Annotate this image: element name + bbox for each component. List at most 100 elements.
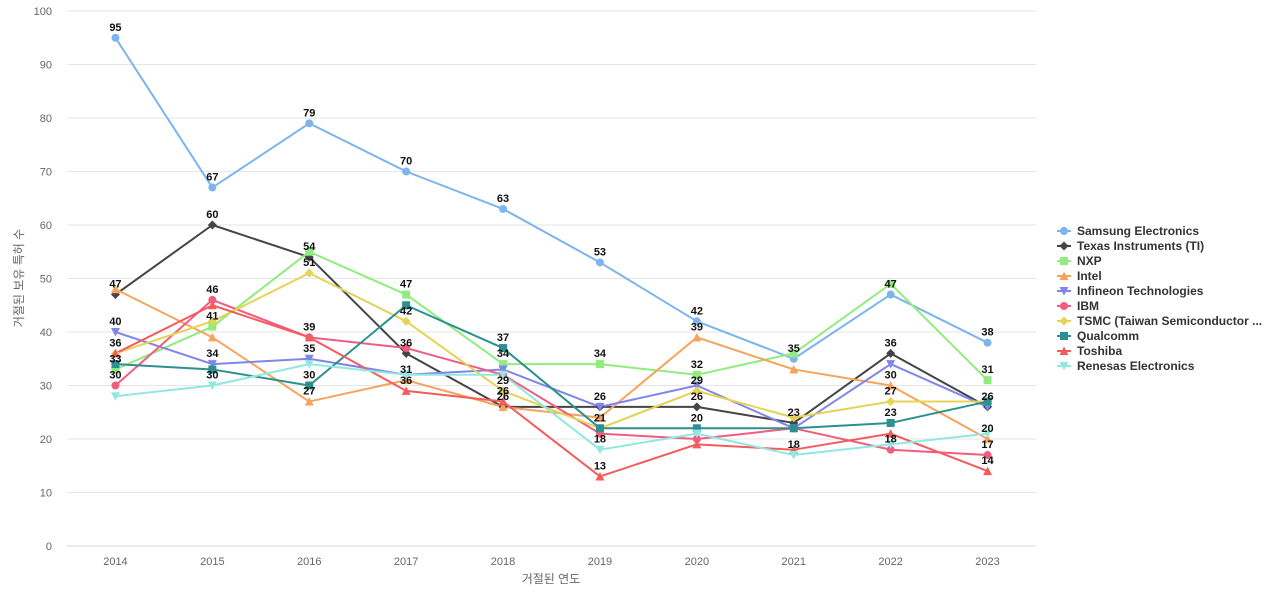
legend-label: Renesas Electronics bbox=[1077, 359, 1195, 373]
data-label: 26 bbox=[594, 391, 606, 403]
data-label: 35 bbox=[303, 343, 315, 355]
legend-item[interactable]: Infineon Technologies bbox=[1057, 284, 1204, 298]
legend-label: Samsung Electronics bbox=[1077, 224, 1199, 238]
data-label: 60 bbox=[206, 209, 218, 221]
data-point bbox=[886, 290, 895, 299]
data-label: 38 bbox=[981, 327, 993, 339]
data-label: 70 bbox=[400, 156, 412, 168]
data-label: 63 bbox=[497, 193, 509, 205]
data-label: 53 bbox=[594, 246, 606, 258]
y-tick-label: 50 bbox=[40, 274, 52, 286]
legend-symbol bbox=[1059, 346, 1069, 355]
data-point bbox=[595, 424, 604, 433]
data-label: 36 bbox=[400, 375, 412, 387]
data-label: 51 bbox=[303, 257, 315, 269]
data-point bbox=[304, 268, 314, 278]
data-point bbox=[111, 381, 120, 390]
data-label: 18 bbox=[885, 434, 897, 446]
x-axis-ticks: 2014 2015 2016 2017 2018 2019 2020 2021 2022 2023 bbox=[103, 556, 1000, 568]
data-point bbox=[983, 338, 992, 347]
data-label: 46 bbox=[206, 284, 218, 296]
legend-item[interactable]: Renesas Electronics bbox=[1057, 359, 1195, 373]
data-label: 34 bbox=[497, 348, 510, 360]
y-tick-label: 80 bbox=[40, 113, 52, 125]
data-point bbox=[402, 344, 411, 353]
data-point bbox=[207, 300, 217, 310]
data-label: 30 bbox=[109, 370, 121, 382]
data-point bbox=[789, 413, 799, 423]
x-tick-label: 2017 bbox=[394, 556, 418, 568]
x-tick-label: 2020 bbox=[685, 556, 709, 568]
data-point bbox=[983, 451, 992, 460]
data-point bbox=[401, 370, 411, 380]
data-point bbox=[692, 429, 702, 439]
series-line bbox=[114, 224, 989, 424]
y-tick-label: 60 bbox=[40, 220, 52, 232]
legend-item[interactable]: NXP bbox=[1057, 254, 1102, 268]
data-label: 47 bbox=[109, 279, 121, 291]
data-point bbox=[886, 418, 895, 427]
legend-item[interactable]: TSMC (Taiwan Semiconductor ... bbox=[1057, 314, 1262, 328]
data-point bbox=[789, 364, 799, 374]
data-label: 30 bbox=[885, 370, 897, 382]
legend-label: Texas Instruments (TI) bbox=[1077, 239, 1204, 253]
data-label: 79 bbox=[303, 107, 315, 119]
data-point bbox=[207, 220, 217, 230]
gridlines bbox=[67, 10, 1036, 493]
legend-item[interactable]: Texas Instruments (TI) bbox=[1057, 239, 1204, 253]
x-tick-label: 2019 bbox=[588, 556, 612, 568]
data-point bbox=[886, 397, 896, 407]
data-point bbox=[789, 349, 798, 358]
legend-symbol bbox=[1059, 287, 1069, 296]
data-point bbox=[499, 360, 508, 369]
data-label: 26 bbox=[497, 386, 509, 398]
data-label: 47 bbox=[400, 279, 412, 291]
data-point bbox=[304, 360, 314, 369]
data-label: 29 bbox=[497, 375, 509, 387]
data-point bbox=[886, 440, 896, 449]
data-point bbox=[207, 381, 217, 390]
data-point bbox=[595, 360, 604, 369]
y-axis-title: 거절된 보유 특허 수 bbox=[12, 229, 26, 327]
x-tick-label: 2021 bbox=[782, 556, 806, 568]
data-point bbox=[207, 316, 217, 326]
data-label: 54 bbox=[303, 241, 316, 253]
data-point bbox=[110, 328, 120, 337]
data-point bbox=[401, 375, 411, 385]
series-line bbox=[115, 272, 988, 430]
data-point bbox=[692, 332, 702, 342]
data-label: 31 bbox=[400, 364, 412, 376]
data-label: 18 bbox=[594, 434, 606, 446]
data-point bbox=[498, 402, 508, 411]
data-point bbox=[110, 348, 120, 358]
data-label: 26 bbox=[981, 391, 993, 403]
legend-item[interactable]: IBM bbox=[1057, 299, 1099, 313]
legend-symbol bbox=[1059, 316, 1069, 326]
y-tick-label: 30 bbox=[40, 381, 52, 393]
data-point bbox=[692, 381, 702, 390]
legend-item[interactable]: Toshiba bbox=[1057, 344, 1122, 358]
data-point bbox=[692, 317, 701, 326]
x-tick-label: 2023 bbox=[975, 556, 999, 568]
data-point bbox=[207, 332, 217, 342]
series-line bbox=[115, 250, 989, 381]
legend-symbol bbox=[1060, 302, 1068, 310]
data-label: 39 bbox=[691, 321, 703, 333]
legend-item[interactable]: Qualcomm bbox=[1057, 329, 1139, 343]
x-tick-label: 2014 bbox=[103, 556, 127, 568]
data-point bbox=[402, 301, 411, 310]
series-line bbox=[114, 37, 988, 360]
data-label: 30 bbox=[303, 370, 315, 382]
data-point bbox=[402, 290, 411, 299]
data-label: 17 bbox=[981, 439, 993, 451]
data-label: 42 bbox=[400, 305, 412, 317]
legend-item[interactable]: Samsung Electronics bbox=[1057, 224, 1199, 238]
legend-item[interactable]: Intel bbox=[1057, 269, 1102, 283]
data-label: 95 bbox=[109, 22, 121, 34]
data-point bbox=[595, 402, 605, 412]
data-label: 21 bbox=[594, 412, 606, 424]
data-point bbox=[498, 365, 508, 374]
data-label: 67 bbox=[206, 172, 218, 184]
data-point bbox=[692, 424, 701, 433]
